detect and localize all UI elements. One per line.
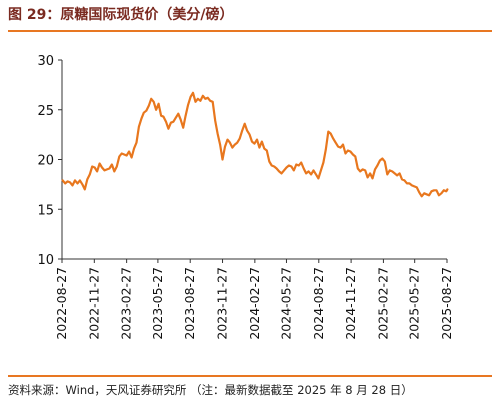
x-tick-label: 2022-11-27 [86, 267, 101, 340]
x-tick-label: 2022-08-27 [54, 267, 69, 340]
y-tick-label: 30 [37, 54, 54, 69]
x-tick-label: 2023-11-27 [215, 267, 230, 340]
x-tick-label: 2024-08-27 [311, 267, 326, 340]
x-tick-label: 2025-02-27 [375, 267, 390, 340]
figure-title: 图 29：原糖国际现货价（美分/磅） [8, 7, 234, 23]
chart-axes [61, 60, 447, 260]
y-tick-label: 15 [37, 203, 54, 218]
y-tick-label: 20 [37, 154, 54, 169]
x-axis-ticks: 2022-08-27 2022-11-27 2023-02-27 2023-05-27… [54, 259, 454, 340]
y-tick-label: 25 [37, 104, 54, 119]
x-tick-label: 2025-08-27 [439, 267, 454, 340]
x-tick-label: 2023-08-27 [182, 267, 197, 340]
x-tick-label: 2024-05-27 [278, 267, 293, 340]
x-tick-label: 2025-05-27 [407, 267, 422, 340]
x-tick-label: 2024-11-27 [343, 267, 358, 340]
x-tick-label: 2023-02-27 [119, 267, 134, 340]
source-note: 资料来源：Wind，天风证券研究所 （注：最新数据截至 2025 年 8 月 2… [8, 383, 413, 397]
series-line-raw-sugar-price [61, 91, 449, 198]
source-rule [8, 375, 492, 377]
title-rule [8, 30, 492, 32]
y-axis-ticks: 10 15 20 25 30 [37, 54, 62, 268]
y-tick-label: 10 [37, 253, 54, 268]
x-tick-label: 2023-05-27 [150, 267, 165, 340]
x-tick-label: 2024-02-27 [247, 267, 262, 340]
